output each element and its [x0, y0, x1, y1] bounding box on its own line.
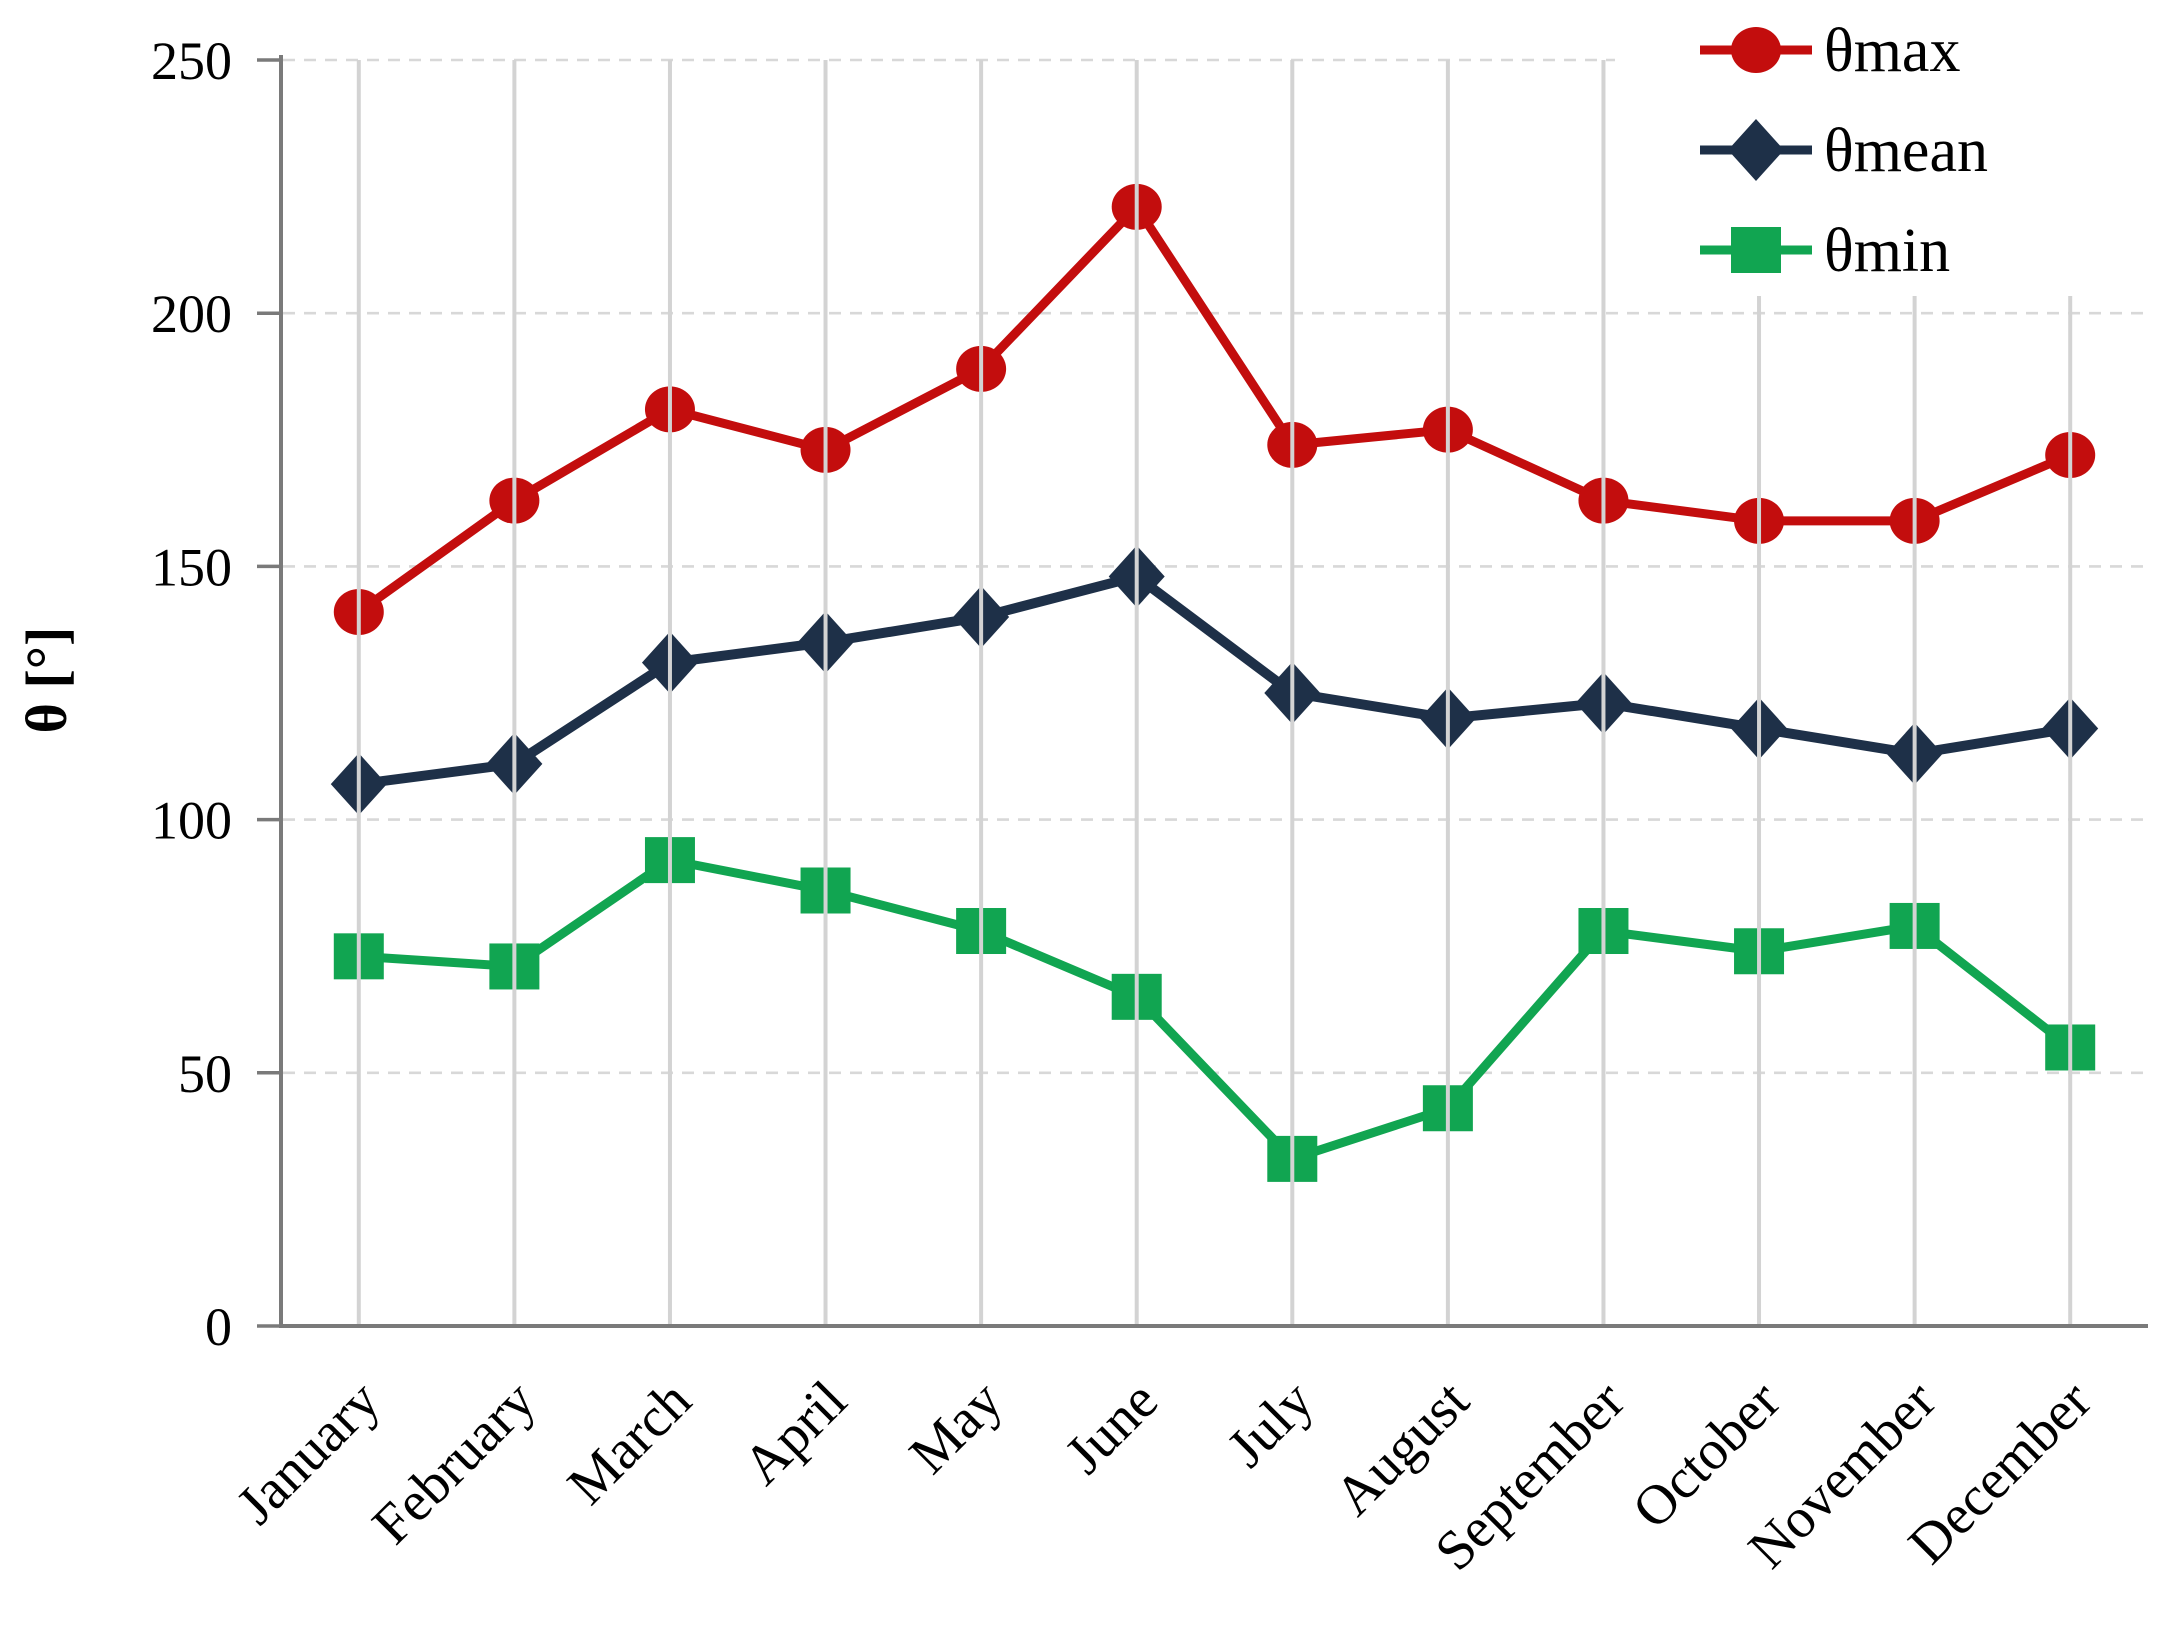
legend-marker-θmin: [1731, 227, 1781, 273]
legend-label: θmin: [1824, 217, 1950, 285]
legend-item-θmin: θmin: [1700, 217, 1950, 285]
series-θmean: [330, 545, 2099, 816]
legend-item-θmean: θmean: [1700, 117, 1988, 185]
legend-marker-θmean: [1728, 119, 1784, 181]
y-axis-title: θ [°]: [14, 627, 79, 734]
legend-item-θmax: θmax: [1700, 17, 1960, 85]
y-tick-label: 150: [151, 537, 232, 597]
series-line-θmin: [354, 855, 2075, 1164]
x-tick-label: May: [898, 1369, 1014, 1485]
y-tick-label: 0: [205, 1297, 232, 1357]
x-tick-label: June: [1053, 1369, 1169, 1485]
x-tick-label: April: [731, 1369, 858, 1496]
series-θmin: [333, 837, 2096, 1182]
y-tick-label: 50: [178, 1044, 232, 1104]
axes: [257, 55, 2148, 1328]
legend: θmax θmean θmin: [1648, 4, 2182, 296]
y-tick-label: 200: [151, 284, 232, 344]
series-line-θmean: [353, 571, 2076, 790]
y-tick-label: 100: [151, 791, 232, 851]
legend-marker-θmax: [1731, 27, 1781, 73]
y-tick-labels: 0 50 100 150 200 250: [151, 31, 232, 1357]
x-tick-label: March: [556, 1369, 703, 1516]
y-tick-label: 250: [151, 31, 232, 91]
legend-label: θmax: [1824, 17, 1960, 85]
x-tick-label: February: [361, 1369, 548, 1556]
series-line-θmax: [354, 202, 2075, 617]
x-tick-label: July: [1216, 1369, 1326, 1479]
legend-label: θmean: [1824, 117, 1988, 185]
